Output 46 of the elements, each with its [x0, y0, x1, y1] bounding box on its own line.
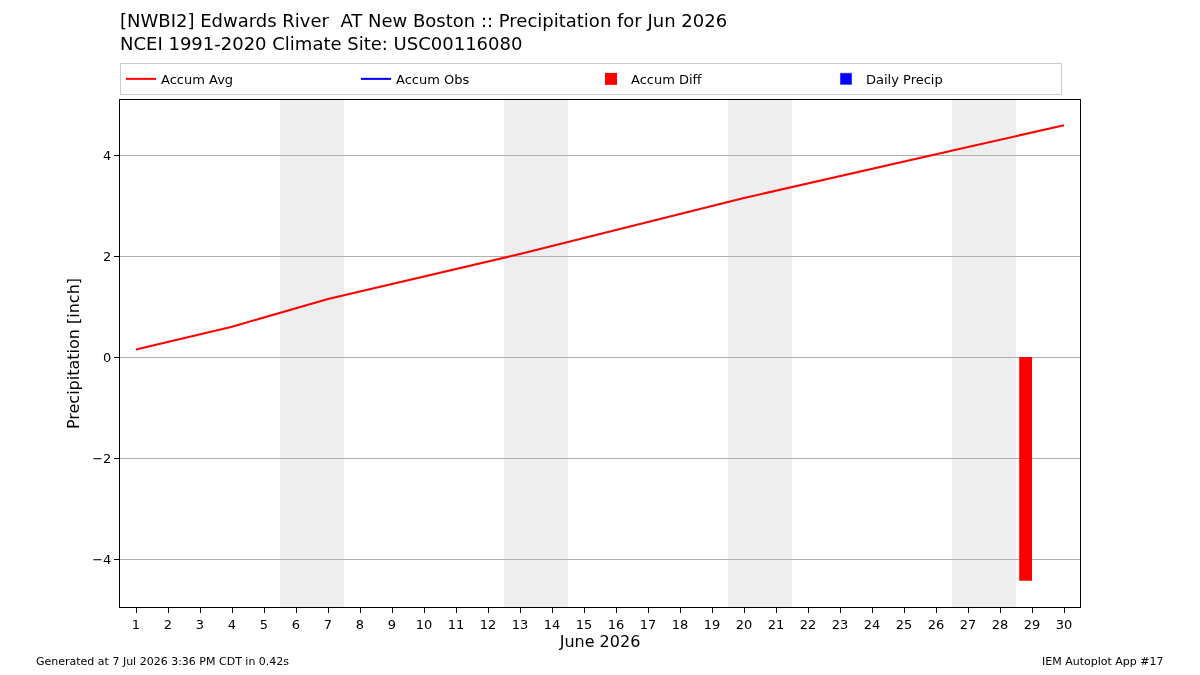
x-tick-label: 14 [543, 616, 561, 632]
x-tick-label: 3 [195, 616, 205, 632]
y-tick-label: 0 [103, 349, 112, 365]
y-tick-label: −2 [92, 450, 112, 466]
x-tick-label: 20 [735, 616, 753, 632]
x-tick-label: 6 [291, 616, 301, 632]
text: Generated at 7 Jul 2026 3:36 PM CDT in 0.42s [36, 655, 290, 668]
x-tick-label: 22 [799, 616, 817, 632]
x-tick-label: 12 [479, 616, 497, 632]
legend-label: Accum Obs [396, 71, 470, 87]
text: IEM Autoplot App #17 [1042, 655, 1164, 668]
x-tick-label: 16 [607, 616, 625, 632]
x-tick-label: 28 [991, 616, 1009, 632]
x-tick-label: 21 [767, 616, 785, 632]
x-tick-label: 30 [1055, 616, 1073, 632]
x-tick-label: 10 [415, 616, 433, 632]
x-tick-label: 24 [863, 616, 881, 632]
x-axis-title: June 2026 [558, 631, 641, 651]
x-tick-label: 17 [639, 616, 657, 632]
line-series [135, 124, 1065, 351]
y-tick-label: −4 [92, 551, 112, 567]
x-tick-label: 8 [355, 616, 365, 632]
x-tick-label: 18 [671, 616, 689, 632]
x-tick-label: 23 [831, 616, 849, 632]
x-tick-label: 25 [895, 616, 913, 632]
x-tick-label: 29 [1023, 616, 1041, 632]
x-tick-label: 7 [323, 616, 333, 632]
legend-label: Accum Diff [631, 71, 703, 87]
y-tick-label: 2 [103, 248, 112, 264]
y-axis-title: Precipitation [inch] [64, 277, 84, 430]
x-tick-label: 4 [227, 616, 237, 632]
x-tick-label: 26 [927, 616, 945, 632]
x-tick-label: 13 [511, 616, 529, 632]
x-tick-label: 2 [163, 616, 173, 632]
y-tick-label: 4 [103, 147, 112, 163]
legend-label: Daily Precip [866, 71, 943, 87]
x-tick-label: 5 [259, 616, 269, 632]
x-tick-label: 15 [575, 616, 593, 632]
chart-subtitle: NCEI 1991-2020 Climate Site: USC00116080 [120, 33, 523, 55]
x-tick-label: 11 [447, 616, 465, 632]
x-tick-label: 27 [959, 616, 977, 632]
x-tick-label: 9 [387, 616, 397, 632]
x-tick-label: 1 [131, 616, 141, 632]
chart-title: [NWBI2] Edwards River AT New Boston :: Precipitation for Jun 2026 [120, 10, 728, 31]
x-tick-label: 19 [703, 616, 721, 632]
legend-label: Accum Avg [161, 71, 234, 87]
